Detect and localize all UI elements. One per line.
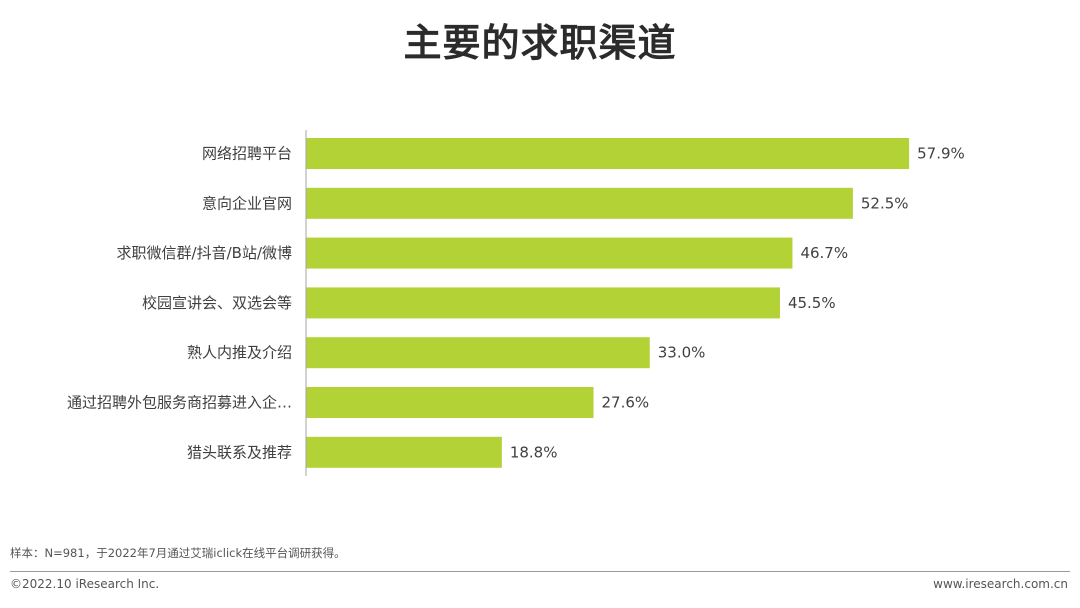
value-label-2: 52.5%: [861, 194, 909, 212]
category-label-3: 求职微信群/抖音/B站/微博: [117, 244, 292, 262]
bar-1: [306, 138, 910, 169]
sample-note: 样本：N=981，于2022年7月通过艾瑞iclick在线平台调研获得。: [10, 546, 346, 560]
bar-5: [306, 337, 650, 369]
bar-3: [306, 237, 793, 269]
website-link[interactable]: www.iresearch.com.cn: [933, 577, 1068, 591]
category-label-7: 猎头联系及推荐: [187, 443, 292, 461]
value-label-3: 46.7%: [800, 244, 848, 262]
bar-2: [306, 187, 853, 219]
value-label-4: 45.5%: [788, 294, 836, 312]
value-label-1: 57.9%: [917, 145, 965, 163]
bar-chart: 网络招聘平台 57.9% 意向企业官网 52.5% 求职微信群/抖音/B站/微博 46.7…: [67, 130, 965, 476]
category-label-5: 熟人内推及介绍: [187, 344, 292, 362]
value-label-6: 27.6%: [602, 394, 650, 412]
chart-title: 主要的求职渠道: [403, 21, 677, 65]
value-label-7: 18.8%: [510, 443, 558, 461]
category-label-6: 通过招聘外包服务商招募进入企…: [67, 394, 292, 412]
value-label-5: 33.0%: [658, 344, 706, 362]
category-label-1: 网络招聘平台: [202, 145, 292, 163]
bars-group: 网络招聘平台 57.9% 意向企业官网 52.5% 求职微信群/抖音/B站/微博 46.7…: [67, 138, 965, 468]
copyright-text: ©2022.10 iResearch Inc.: [10, 577, 160, 591]
bar-6: [306, 387, 594, 418]
category-label-2: 意向企业官网: [202, 194, 292, 212]
bar-4: [306, 287, 780, 319]
footer-divider: [10, 571, 1070, 572]
bar-7: [306, 436, 502, 468]
category-label-4: 校园宣讲会、双选会等: [142, 294, 292, 312]
